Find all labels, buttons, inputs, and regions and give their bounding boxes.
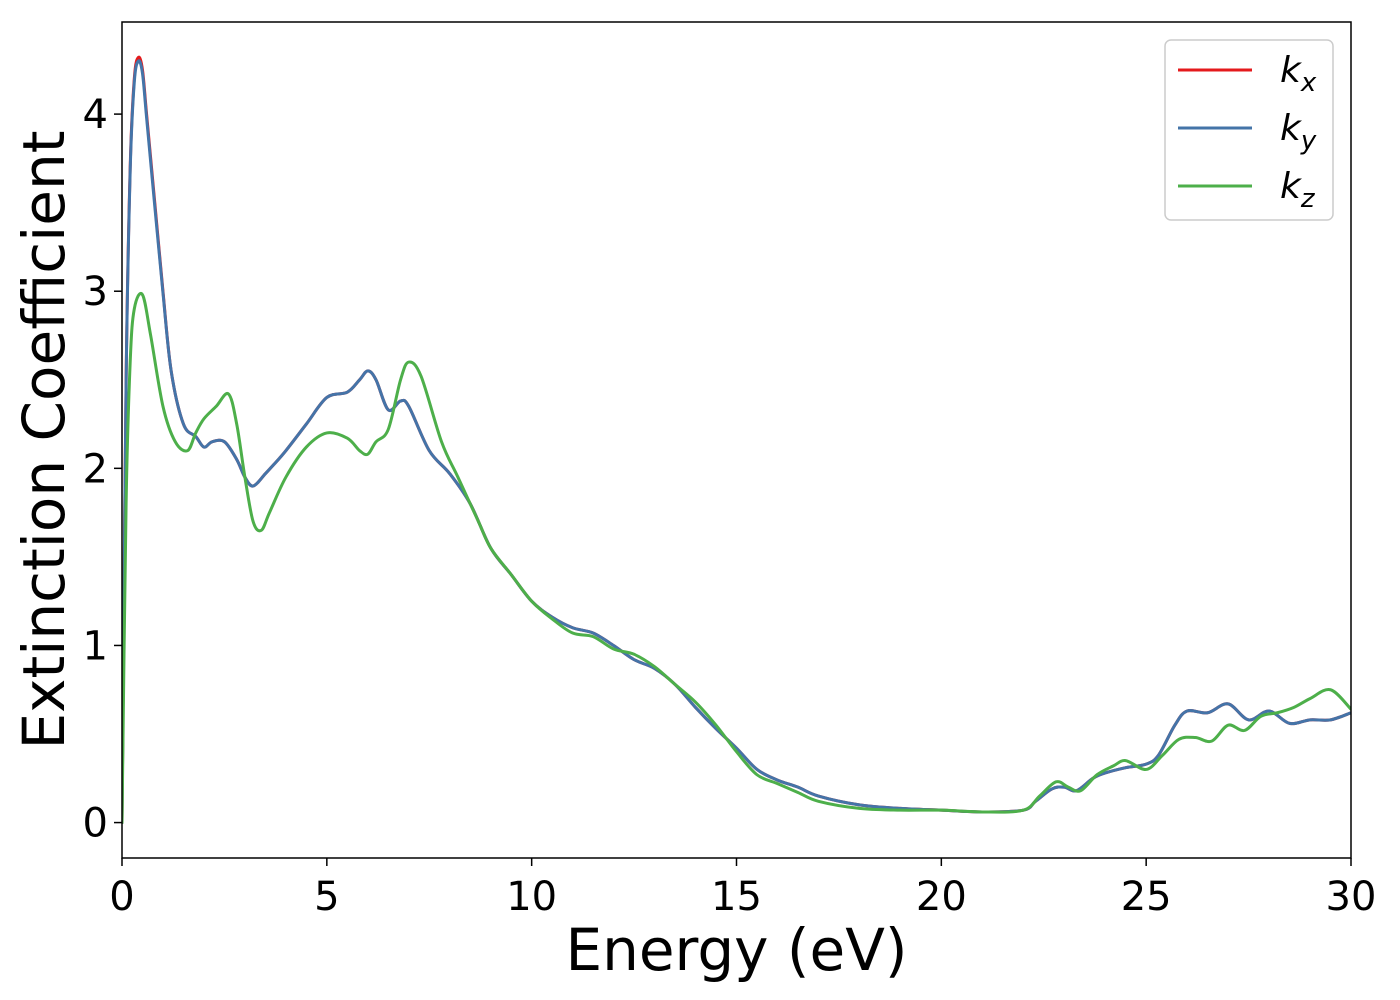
legend-box [1164,39,1334,221]
x-tick-label: 15 [711,874,762,920]
y-tick-label: 3 [83,269,108,315]
axis-ticks: 0 5 10 15 20 25 30 0 1 2 3 4 [83,92,1377,920]
x-tick-label: 25 [1121,874,1172,920]
x-axis-title: Energy (eV) [565,916,907,984]
y-tick-label: 2 [83,446,108,492]
y-tick-label: 4 [83,92,108,138]
y-tick-label: 0 [83,801,108,847]
x-tick-label: 0 [109,874,134,920]
legend-label-kx: kx [1280,50,1317,98]
y-tick-label: 1 [83,623,108,669]
series-line-kz [122,292,1351,825]
x-tick-label: 20 [916,874,967,920]
x-tick-label: 5 [314,874,339,920]
x-tick-label: 30 [1326,874,1377,920]
x-tick-label: 10 [506,874,557,920]
y-axis-title: Extinction Coefficient [10,131,78,750]
series-lines [122,55,1351,825]
